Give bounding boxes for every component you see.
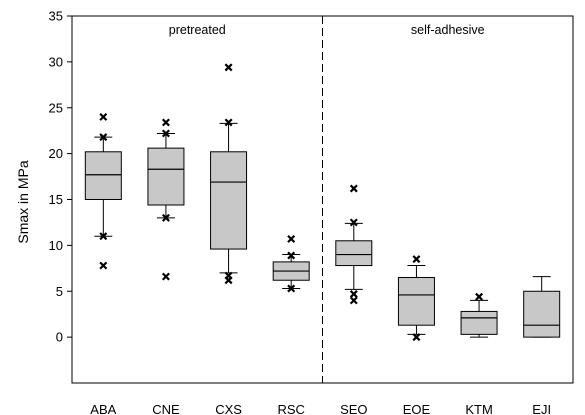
outlier-marker <box>349 290 358 298</box>
outlier-stroke <box>99 261 108 270</box>
outlier-marker <box>349 218 358 227</box>
y-tick-label: 15 <box>49 192 63 207</box>
group-labels: pretreated self-adhesive <box>169 23 485 37</box>
y-tick-label: 35 <box>49 9 63 24</box>
outlier-marker <box>161 213 170 222</box>
outlier-marker <box>224 276 233 285</box>
outlier-marker <box>412 333 421 342</box>
outlier-stroke <box>349 218 358 227</box>
outlier-marker <box>99 261 108 270</box>
box-iqr <box>397 276 435 326</box>
outlier-stroke <box>412 333 421 342</box>
outlier-stroke <box>224 118 233 127</box>
outlier-stroke <box>349 290 358 298</box>
outlier-stroke <box>161 272 170 281</box>
x-tick-label-rsc: RSC <box>277 402 304 415</box>
outlier-marker <box>349 184 358 193</box>
axes <box>71 15 574 384</box>
outlier-stroke <box>287 251 296 260</box>
outlier-marker <box>161 272 170 281</box>
group-label-0: pretreated <box>169 23 226 37</box>
box-rsc <box>272 234 310 293</box>
outlier-marker <box>412 255 421 264</box>
box-cne <box>147 118 185 281</box>
box-cxs <box>210 63 248 285</box>
outlier-marker <box>161 118 170 127</box>
outlier-stroke <box>475 292 484 301</box>
box-iqr <box>210 151 248 250</box>
y-tick-label: 0 <box>56 330 63 345</box>
boxes <box>84 63 561 342</box>
x-tick-label-cxs: CXS <box>215 402 242 415</box>
x-tick-label-seo: SEO <box>340 402 367 415</box>
box-iqr <box>523 290 561 338</box>
box-iqr <box>84 151 122 200</box>
box-eoe <box>397 255 435 342</box>
x-tick-label-ktm: KTM <box>465 402 492 415</box>
box-iqr <box>147 147 185 206</box>
x-tick-label-eoe: EOE <box>403 402 431 415</box>
outlier-marker <box>161 129 170 138</box>
box-iqr <box>460 310 498 335</box>
outlier-stroke <box>349 296 358 305</box>
outlier-marker <box>224 118 233 127</box>
y-tick-label: 5 <box>56 284 63 299</box>
box-iqr <box>335 240 373 267</box>
y-axis-title: Smax in MPa <box>15 160 31 243</box>
y-axis-ticks: 0 5 10 15 20 25 30 35 <box>49 9 72 345</box>
outlier-stroke <box>161 118 170 127</box>
outlier-marker <box>99 232 108 241</box>
box-ktm <box>460 292 498 338</box>
outlier-stroke <box>99 133 108 142</box>
outlier-stroke <box>412 255 421 264</box>
outlier-stroke <box>224 276 233 285</box>
y-tick-label: 25 <box>49 100 63 115</box>
outlier-stroke <box>224 63 233 72</box>
outlier-marker <box>349 296 358 305</box>
x-tick-label-cne: CNE <box>152 402 180 415</box>
box-aba <box>84 112 122 270</box>
outlier-marker <box>475 292 484 301</box>
group-label-1: self-adhesive <box>411 23 485 37</box>
outlier-marker <box>99 133 108 142</box>
outlier-marker <box>287 234 296 243</box>
outlier-marker <box>287 251 296 260</box>
outlier-stroke <box>349 184 358 193</box>
outlier-stroke <box>161 129 170 138</box>
y-tick-label: 10 <box>49 238 63 253</box>
x-tick-label-aba: ABA <box>90 402 116 415</box>
outlier-marker <box>224 63 233 72</box>
y-tick-label: 20 <box>49 146 63 161</box>
outlier-stroke <box>99 112 108 121</box>
outlier-stroke <box>287 234 296 243</box>
x-tick-label-eji: EJI <box>532 402 551 415</box>
box-seo <box>335 184 373 305</box>
outlier-marker <box>99 112 108 121</box>
outlier-stroke <box>99 232 108 241</box>
x-axis-category-labels: ABA CNE CXS RSC SEO EOE KTM EJI <box>90 402 551 415</box>
outlier-stroke <box>161 213 170 222</box>
box-eji <box>523 276 561 338</box>
y-tick-label: 30 <box>49 54 63 69</box>
outlier-stroke <box>287 284 296 293</box>
outlier-marker <box>287 284 296 293</box>
